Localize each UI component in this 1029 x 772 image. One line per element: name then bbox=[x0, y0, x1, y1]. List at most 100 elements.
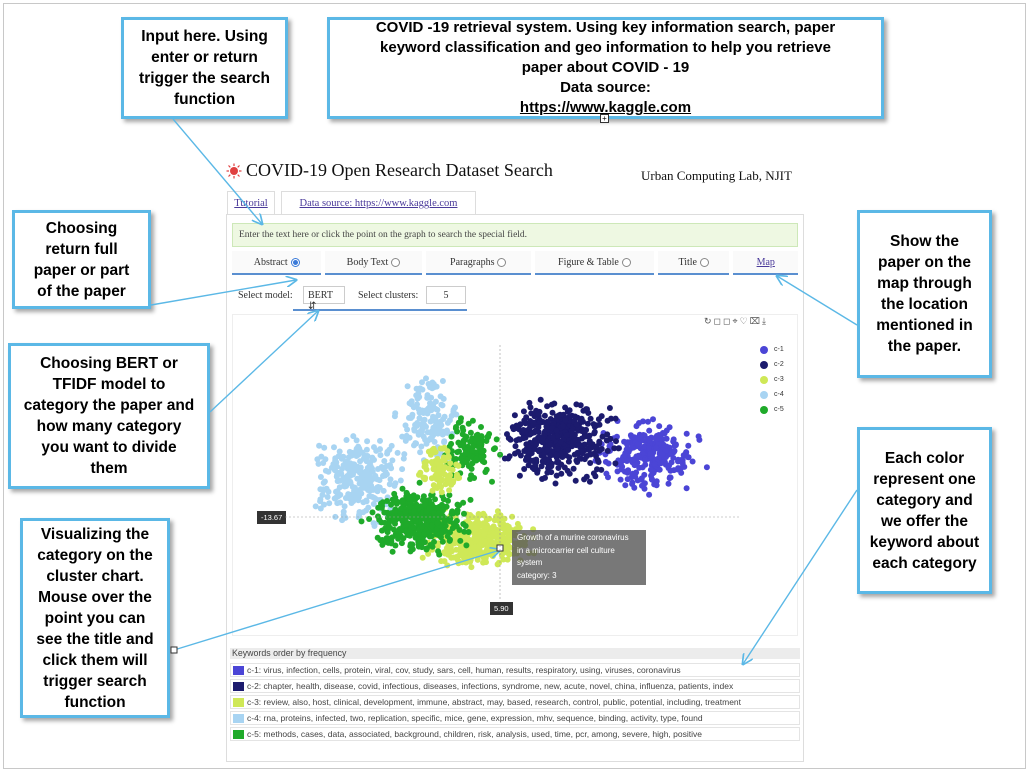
legend-label: c-3 bbox=[774, 376, 784, 383]
callout-line: keyword classification and geo informati… bbox=[380, 39, 831, 56]
tab-label: Body Text bbox=[346, 256, 389, 268]
callout-line: we offer the bbox=[881, 512, 968, 530]
legend-item[interactable]: c-4 bbox=[760, 387, 784, 402]
legend-item[interactable]: c-3 bbox=[760, 372, 784, 387]
brush-icon[interactable]: ♡ bbox=[739, 316, 750, 326]
field-tabs: Abstract Body Text Paragraphs Figure & T… bbox=[232, 251, 798, 275]
crosshair-x-label: 5.90 bbox=[490, 602, 513, 615]
callout-line: trigger search bbox=[43, 672, 147, 690]
tab-body-text[interactable]: Body Text bbox=[325, 251, 422, 275]
search-input[interactable]: Enter the text here or click the point o… bbox=[232, 223, 798, 247]
radio-icon[interactable] bbox=[621, 257, 631, 267]
callout-line: them bbox=[90, 460, 128, 477]
tab-map[interactable]: Map bbox=[733, 251, 798, 275]
callout-line: function bbox=[173, 91, 236, 108]
download-icon[interactable]: ⤓ bbox=[762, 316, 769, 326]
legend-label: c-5 bbox=[774, 406, 784, 413]
updown-icon: ⇵ bbox=[308, 301, 317, 312]
keyword-text: c-5: methods, cases, data, associated, b… bbox=[247, 729, 702, 739]
clear-icon[interactable]: ⌧ bbox=[749, 316, 763, 326]
callout-line: mentioned in bbox=[876, 317, 973, 334]
app-title-text: COVID-19 Open Research Dataset Search bbox=[246, 160, 553, 180]
legend-item[interactable]: c-2 bbox=[760, 357, 784, 372]
restore-icon[interactable]: ↻ bbox=[704, 316, 714, 326]
tab-abstract[interactable]: Abstract bbox=[232, 251, 322, 275]
keyword-row: c-3: review, also, host, clinical, devel… bbox=[230, 695, 800, 709]
callout-line: of the paper bbox=[37, 282, 126, 300]
tab-title[interactable]: Title bbox=[658, 251, 730, 275]
tab-label: Map bbox=[756, 256, 775, 268]
model-controls: Select model: BERT ⇵ Select clusters: 5 bbox=[238, 286, 478, 312]
keywords-heading: Keywords order by frequency bbox=[230, 648, 800, 659]
legend-swatch bbox=[760, 390, 768, 399]
callout-line: trigger the search bbox=[139, 70, 270, 87]
keyword-row: c-1: virus, infection, cells, protein, v… bbox=[230, 663, 800, 677]
keyword-swatch bbox=[233, 730, 244, 739]
tab-paragraphs[interactable]: Paragraphs bbox=[425, 251, 531, 275]
radio-icon[interactable] bbox=[391, 257, 401, 267]
callout-line: how many category bbox=[36, 418, 182, 435]
callout-line: return full bbox=[45, 240, 118, 258]
keyword-text: c-2: chapter, health, disease, covid, in… bbox=[247, 681, 734, 691]
keywords-panel: Keywords order by frequency c-1: virus, … bbox=[230, 648, 800, 743]
callout-line: point you can bbox=[44, 609, 146, 627]
callout-line: paper on the bbox=[877, 254, 971, 271]
chart-toolbar: ↻◻◻⌖♡⌧⤓ bbox=[704, 316, 768, 327]
callout-choose-return: Choosing return full paper or part of the p… bbox=[12, 210, 151, 309]
tab-figure-table[interactable]: Figure & Table bbox=[534, 251, 654, 275]
source-link[interactable]: https://www.kaggle.com bbox=[519, 99, 692, 116]
model-value: BERT bbox=[308, 290, 333, 301]
zoom-reset-icon[interactable]: ◻ bbox=[723, 316, 733, 326]
radio-icon[interactable] bbox=[290, 257, 300, 267]
callout-line: paper or part bbox=[33, 261, 130, 279]
callout-line: Mouse over the bbox=[38, 588, 152, 606]
callout-line: represent one bbox=[873, 470, 976, 488]
controls-underline bbox=[293, 309, 467, 311]
chart-legend: c-1 c-2 c-3 c-4 c-5 bbox=[760, 342, 784, 417]
tutorial-link[interactable]: Tutorial bbox=[227, 191, 275, 215]
legend-item[interactable]: c-1 bbox=[760, 342, 784, 357]
lasso-icon[interactable]: ⌖ bbox=[732, 316, 740, 326]
callout-system: COVID -19 retrieval system. Using key in… bbox=[327, 17, 884, 119]
datasource-link[interactable]: Data source: https://www.kaggle.com bbox=[281, 191, 476, 215]
callout-line: Choosing BERT or bbox=[40, 355, 178, 372]
point-tooltip: Growth of a murine coronavirus in a micro… bbox=[512, 530, 646, 585]
legend-swatch bbox=[760, 375, 768, 384]
legend-label: c-2 bbox=[774, 361, 784, 368]
keyword-swatch bbox=[233, 666, 244, 675]
expand-handle-icon[interactable]: + bbox=[600, 114, 609, 123]
tooltip-line: system bbox=[517, 558, 543, 567]
clusters-input[interactable]: 5 bbox=[426, 286, 466, 304]
radio-icon[interactable] bbox=[497, 257, 507, 267]
callout-visualize: Visualizing the category on the cluster ch… bbox=[20, 518, 170, 718]
keyword-row: c-2: chapter, health, disease, covid, in… bbox=[230, 679, 800, 693]
callout-line: the paper. bbox=[887, 338, 962, 355]
callout-line: you want to divide bbox=[41, 439, 177, 456]
callout-line: paper about COVID - 19 bbox=[521, 59, 690, 76]
keyword-swatch bbox=[233, 698, 244, 707]
callout-line: Show the bbox=[890, 233, 959, 250]
keyword-row: c-5: methods, cases, data, associated, b… bbox=[230, 727, 800, 741]
model-select[interactable]: BERT ⇵ bbox=[303, 286, 345, 312]
cluster-chart[interactable] bbox=[232, 314, 798, 636]
callout-line: category and bbox=[876, 491, 973, 509]
callout-color: Each color represent one category and we of… bbox=[857, 427, 992, 594]
crosshair-y-label: -13.67 bbox=[257, 511, 287, 524]
keyword-row: c-4: rna, proteins, infected, two, repli… bbox=[230, 711, 800, 725]
callout-line: cluster chart. bbox=[46, 567, 144, 585]
callout-map: Show the paper on the map through the locat… bbox=[857, 210, 992, 378]
tab-label: Title bbox=[678, 256, 697, 268]
callout-choose-model: Choosing BERT or TFIDF model to category t… bbox=[8, 343, 210, 489]
zoom-icon[interactable]: ◻ bbox=[713, 316, 724, 326]
tooltip-line: in a microcarrier cell culture bbox=[517, 545, 615, 555]
callout-line: Choosing bbox=[45, 219, 118, 237]
select-model-label: Select model: bbox=[238, 290, 293, 301]
radio-icon[interactable] bbox=[700, 257, 709, 267]
callout-line: category on the bbox=[37, 546, 153, 564]
legend-label: c-1 bbox=[774, 346, 784, 353]
callout-line: map through bbox=[877, 275, 972, 292]
legend-item[interactable]: c-5 bbox=[760, 402, 784, 417]
select-clusters-label: Select clusters: bbox=[358, 290, 419, 301]
callout-line: each category bbox=[872, 554, 977, 572]
app-title: COVID-19 Open Research Dataset Search bbox=[226, 160, 553, 181]
